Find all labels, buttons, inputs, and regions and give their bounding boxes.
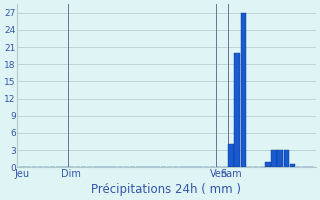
- Bar: [228, 144, 234, 167]
- Bar: [284, 150, 289, 167]
- Bar: [290, 164, 295, 167]
- Bar: [265, 162, 271, 167]
- Bar: [277, 150, 283, 167]
- X-axis label: Précipitations 24h ( mm ): Précipitations 24h ( mm ): [92, 183, 242, 196]
- Bar: [241, 13, 246, 167]
- Bar: [271, 150, 277, 167]
- Bar: [234, 53, 240, 167]
